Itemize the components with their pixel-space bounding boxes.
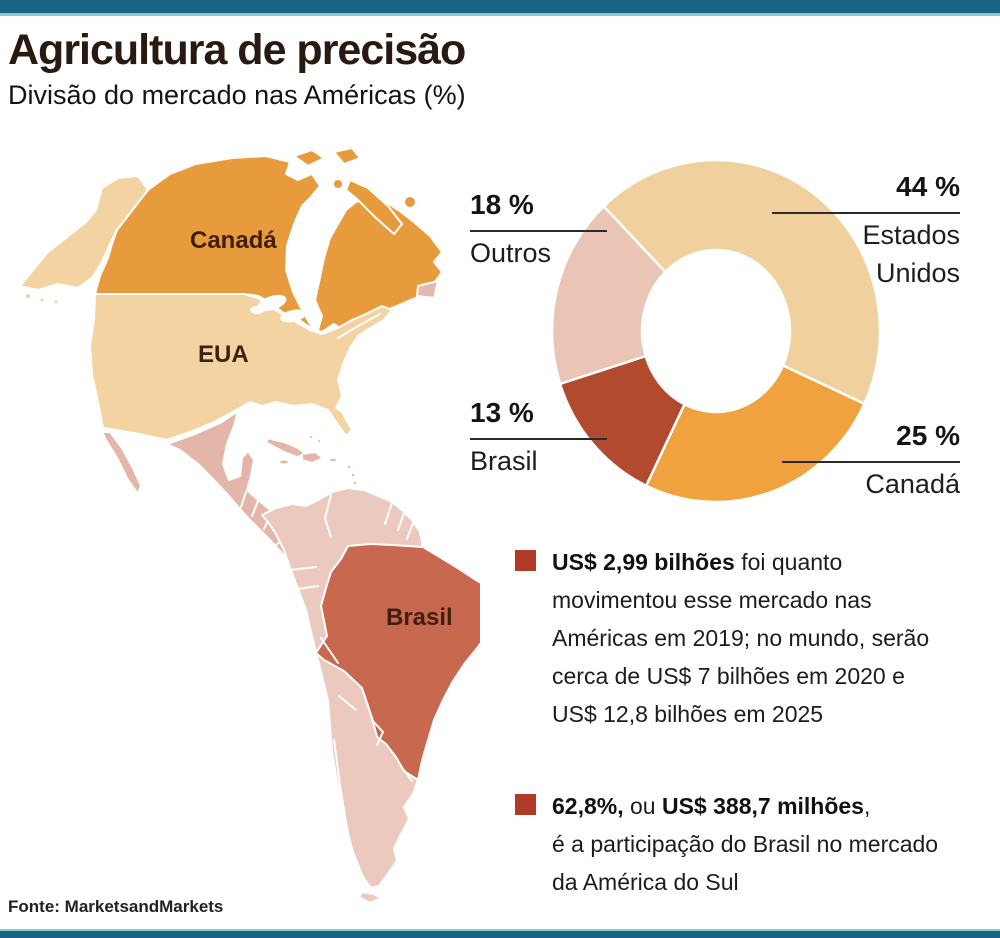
callout-line (470, 230, 607, 232)
map-border-venezuela-guyana (384, 502, 393, 525)
map-border-chile-argentina (333, 739, 360, 882)
map-border-ecuador-peru (297, 585, 319, 590)
callout-label: Outros (470, 238, 552, 268)
map-aleutian-island (52, 298, 60, 306)
map-baffin-island (345, 179, 403, 235)
map-region-usa (89, 293, 393, 441)
map-antilles-island (349, 471, 357, 479)
map-bahamas-island (308, 434, 314, 440)
map-antilles-island (351, 479, 359, 487)
note-brazil-share: 62,8%, ou US$ 388,7 milhões, é a particip… (515, 787, 975, 901)
map-border-bolivia-argentina (338, 695, 357, 711)
callout-line (470, 438, 607, 440)
callout-value: 13 % (470, 397, 534, 428)
note-text: 62,8%, ou US$ 388,7 milhões, é a particip… (552, 793, 939, 895)
bottom-accent-bar-light (0, 929, 1000, 931)
callout-canada: 25 % Canadá (782, 419, 960, 501)
callout-value: 44 % (896, 171, 960, 202)
bullet-square-icon (515, 550, 536, 571)
bottom-accent-bar (0, 931, 1000, 938)
donut-segment-estados-unidos (601, 158, 882, 406)
map-great-lakes (250, 306, 264, 314)
top-accent-bar (0, 0, 1000, 13)
page-title: Agricultura de precisão (8, 26, 466, 74)
map-border-paraguay (371, 719, 384, 746)
map-arctic-island (333, 147, 361, 165)
callout-label: Estados (862, 220, 960, 250)
map-aleutian-island (38, 296, 46, 304)
map-label-brazil: Brasil (386, 604, 453, 631)
callout-value: 25 % (896, 420, 960, 451)
callout-label: Brasil (470, 446, 538, 476)
callout-brasil: 13 % Brasil (470, 396, 607, 478)
page-subtitle: Divisão do mercado nas Américas (%) (8, 80, 466, 110)
callout-line (772, 212, 960, 214)
map-antilles-island (345, 463, 353, 471)
map-border-peru-bolivia (320, 637, 339, 664)
map-arctic-island (403, 195, 417, 209)
map-arctic-island (293, 149, 325, 167)
donut-segment-outros (550, 204, 668, 386)
map-st-lawrence (337, 313, 381, 339)
americas-map (19, 147, 480, 904)
map-region-alaska (19, 175, 149, 291)
map-border-uruguay (403, 769, 413, 782)
top-accent-bar-light (0, 13, 1000, 16)
map-label-canada: Canadá (190, 227, 277, 254)
map-border-colombia-venezuela (324, 494, 332, 538)
map-border-guatemala (240, 491, 247, 508)
map-region-puerto-rico (327, 456, 339, 464)
note-text: US$ 2,99 bilhões foi quanto movimentou es… (552, 549, 930, 727)
map-label-usa: EUA (198, 341, 249, 368)
bullet-square-icon (515, 794, 536, 815)
source-credit: Fonte: MarketsandMarkets (8, 897, 224, 916)
map-region-brazil (315, 543, 480, 781)
map-region-baja-california (101, 431, 142, 495)
callout-line (782, 461, 960, 463)
map-aleutian-island (24, 292, 32, 300)
map-region-cuba (266, 437, 307, 458)
map-region-hispaniola (301, 451, 324, 464)
map-bahamas-island (316, 438, 322, 444)
note-market-size: US$ 2,99 bilhões foi quanto movimentou es… (515, 543, 975, 733)
map-region-tierra-del-fuego (358, 891, 382, 904)
map-great-lakes (257, 294, 287, 312)
callout-label: Unidos (875, 258, 960, 288)
callout-value: 18 % (470, 189, 534, 220)
map-border-suriname-guiana (406, 522, 414, 540)
map-region-jamaica (278, 458, 290, 466)
map-arctic-island (332, 178, 344, 190)
map-border-colombia-ecuador (289, 566, 317, 571)
map-border-guyana-suriname (397, 512, 405, 531)
callout-estados-unidos: 44 % Estados Unidos (772, 170, 960, 290)
map-border-honduras (251, 500, 259, 517)
map-great-lakes (280, 309, 306, 323)
map-region-newfoundland (416, 280, 439, 299)
donut-chart (550, 158, 882, 504)
callout-outros: 18 % Outros (470, 188, 607, 270)
callout-label: Canadá (865, 469, 960, 499)
